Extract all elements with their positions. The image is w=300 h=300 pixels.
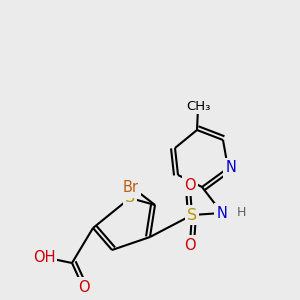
- Text: N: N: [226, 160, 236, 175]
- Text: Br: Br: [123, 181, 139, 196]
- Text: O: O: [184, 178, 196, 194]
- Text: H: H: [236, 206, 246, 220]
- Text: S: S: [187, 208, 197, 223]
- Text: O: O: [184, 238, 196, 253]
- Text: CH₃: CH₃: [186, 100, 210, 112]
- Text: N: N: [217, 206, 227, 220]
- Text: S: S: [125, 190, 135, 206]
- Text: OH: OH: [33, 250, 55, 266]
- Text: O: O: [78, 280, 90, 295]
